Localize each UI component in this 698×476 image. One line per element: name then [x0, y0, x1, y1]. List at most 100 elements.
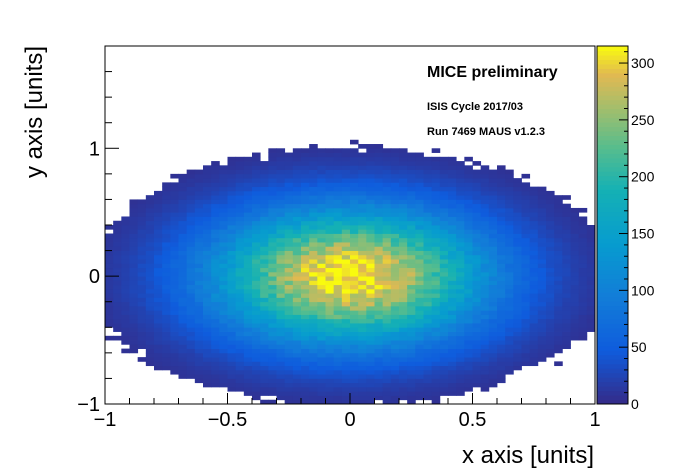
- heatmap-cell: [243, 301, 253, 307]
- heatmap-cell: [415, 301, 424, 307]
- heatmap-cell: [537, 212, 547, 217]
- heatmap-cell: [301, 305, 310, 311]
- heatmap-cell: [431, 357, 441, 362]
- heatmap-cell: [448, 327, 457, 332]
- heatmap-cell: [113, 323, 122, 328]
- heatmap-cell: [121, 305, 130, 311]
- heatmap-cell: [456, 220, 465, 226]
- heatmap-cell: [317, 335, 326, 341]
- heatmap-cell: [374, 395, 384, 401]
- heatmap-cell: [129, 310, 139, 315]
- heatmap-cell: [235, 314, 245, 320]
- heatmap-cell: [472, 178, 482, 183]
- heatmap-cell: [472, 182, 482, 188]
- heatmap-cell: [358, 225, 367, 230]
- heatmap-cell: [178, 340, 188, 345]
- heatmap-cell: [309, 331, 318, 337]
- heatmap-cell: [399, 203, 408, 209]
- heatmap-cell: [358, 276, 367, 281]
- heatmap-cell: [276, 323, 286, 328]
- heatmap-cell: [480, 280, 490, 286]
- heatmap-cell: [562, 305, 571, 311]
- heatmap-cell: [317, 212, 326, 217]
- heatmap-cell: [129, 225, 139, 230]
- heatmap-cell: [464, 242, 473, 247]
- heatmap-cell: [113, 250, 122, 256]
- heatmap-cell: [219, 263, 228, 269]
- heatmap-cell: [382, 327, 392, 332]
- heatmap-cell: [472, 361, 482, 367]
- heatmap-cell: [243, 195, 253, 200]
- heatmap-cell: [252, 297, 261, 303]
- heatmap-cell: [333, 225, 343, 230]
- heatmap-cell: [350, 152, 359, 158]
- heatmap-cell: [431, 148, 441, 153]
- heatmap-cell: [366, 310, 375, 315]
- heatmap-cell: [105, 288, 114, 294]
- heatmap-cell: [374, 207, 384, 213]
- heatmap-cell: [219, 288, 228, 294]
- heatmap-cell: [276, 331, 286, 337]
- heatmap-cell: [529, 216, 539, 222]
- heatmap-cell: [472, 259, 482, 264]
- heatmap-cell: [382, 152, 392, 158]
- heatmap-cell: [309, 259, 318, 264]
- colorbar-swatch: [597, 292, 628, 298]
- heatmap-cell: [260, 254, 269, 260]
- heatmap-cell: [374, 310, 384, 315]
- heatmap-cell: [399, 161, 408, 166]
- heatmap-cell: [154, 250, 163, 256]
- heatmap-cell: [268, 233, 277, 239]
- heatmap-cell: [194, 348, 204, 354]
- heatmap-cell: [390, 207, 400, 213]
- heatmap-cell: [521, 340, 531, 345]
- heatmap-cell: [121, 237, 130, 243]
- heatmap-cell: [292, 310, 302, 315]
- heatmap-cell: [390, 327, 400, 332]
- heatmap-cell: [350, 352, 359, 358]
- colorbar-swatch: [597, 63, 628, 69]
- heatmap-cell: [488, 361, 498, 367]
- colorbar-swatch: [597, 274, 628, 280]
- heatmap-cell: [121, 310, 130, 315]
- heatmap-cell: [366, 369, 375, 375]
- heatmap-cell: [203, 301, 212, 307]
- heatmap-cell: [121, 301, 130, 307]
- heatmap-cell: [219, 314, 228, 320]
- heatmap-cell: [137, 340, 147, 345]
- heatmap-cell: [390, 156, 400, 162]
- heatmap-cell: [505, 348, 514, 354]
- heatmap-cell: [554, 310, 563, 315]
- colorbar-swatch: [597, 72, 628, 78]
- heatmap-cell: [366, 352, 375, 358]
- heatmap-cell: [268, 259, 277, 264]
- heatmap-cell: [268, 186, 277, 192]
- heatmap-cell: [203, 369, 212, 375]
- heatmap-cell: [399, 199, 408, 205]
- colorbar-swatch: [597, 157, 628, 163]
- heatmap-cell: [203, 242, 212, 247]
- heatmap-cell: [374, 382, 384, 388]
- heatmap-cell: [317, 195, 326, 200]
- heatmap-cell: [374, 203, 384, 209]
- heatmap-cell: [268, 156, 277, 162]
- heatmap-cell: [431, 301, 441, 307]
- heatmap-cell: [203, 331, 212, 337]
- heatmap-cell: [586, 250, 596, 256]
- heatmap-cell: [194, 327, 204, 332]
- heatmap-cell: [113, 335, 122, 341]
- heatmap-cell: [366, 148, 375, 153]
- heatmap-cell: [341, 297, 351, 303]
- heatmap-cell: [350, 263, 359, 269]
- heatmap-cell: [570, 301, 580, 307]
- heatmap-cell: [325, 361, 335, 367]
- heatmap-cell: [203, 340, 212, 345]
- heatmap-cell: [301, 229, 310, 234]
- heatmap-cell: [154, 271, 163, 277]
- heatmap-cell: [292, 352, 302, 358]
- heatmap-cell: [399, 165, 408, 170]
- heatmap-cell: [121, 229, 130, 234]
- heatmap-cell: [211, 190, 220, 196]
- heatmap-cell: [448, 267, 457, 273]
- heatmap-cell: [537, 310, 547, 315]
